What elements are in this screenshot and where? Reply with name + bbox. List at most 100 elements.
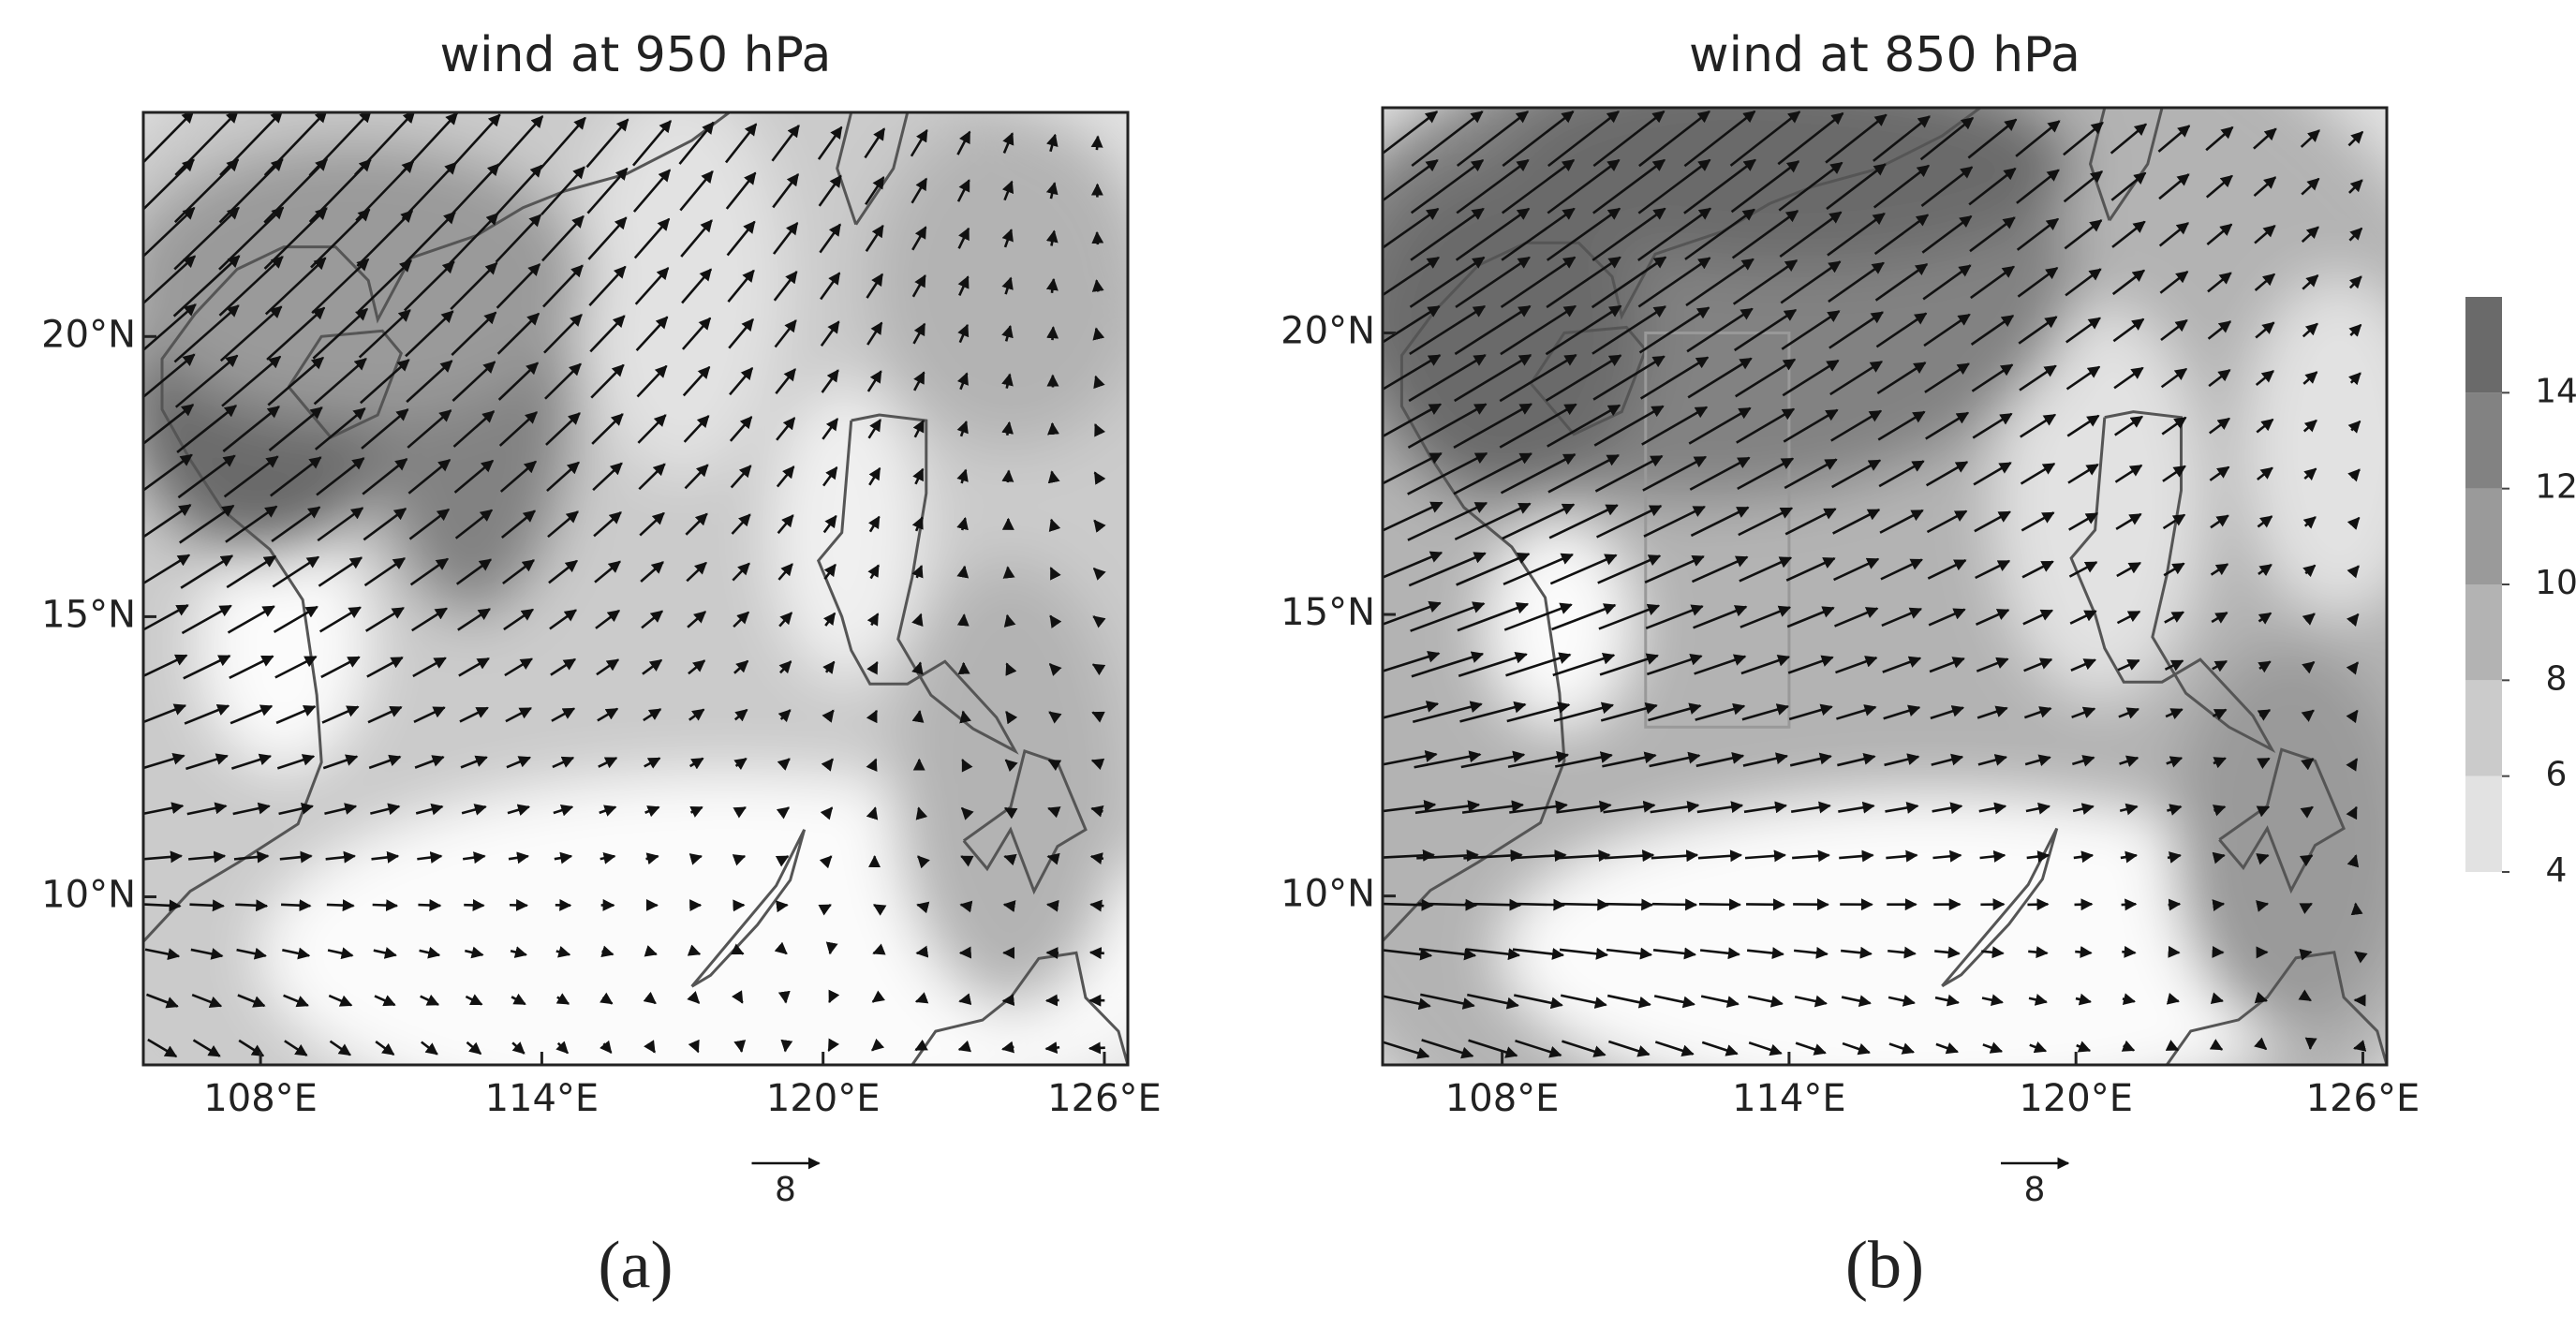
wind-arrow bbox=[1701, 1041, 1739, 1056]
wind-arrow bbox=[864, 127, 886, 159]
wind-arrow bbox=[143, 206, 196, 258]
wind-arrow bbox=[1093, 471, 1106, 485]
wind-arrow bbox=[586, 167, 629, 214]
wind-arrow bbox=[640, 561, 664, 583]
wind-arrow bbox=[686, 561, 707, 583]
wind-arrow bbox=[867, 515, 881, 533]
wind-arrow bbox=[1383, 451, 1443, 485]
wind-arrow bbox=[1091, 711, 1105, 723]
wind-arrow bbox=[1884, 753, 1920, 767]
wind-arrow bbox=[1739, 556, 1793, 583]
wind-arrow bbox=[498, 411, 539, 447]
wind-arrow bbox=[2069, 610, 2097, 625]
wind-arrow bbox=[1733, 308, 1798, 352]
wind-arrow bbox=[189, 899, 225, 912]
wind-arrow bbox=[225, 505, 278, 543]
wind-arrow bbox=[726, 220, 756, 257]
wind-arrow bbox=[1002, 900, 1016, 912]
wind-arrow bbox=[635, 316, 669, 352]
wind-arrow bbox=[270, 456, 322, 497]
map-title: wind at 850 hPa bbox=[1689, 27, 2080, 83]
wind-arrow bbox=[1746, 947, 1784, 960]
wind-arrow bbox=[2025, 802, 2051, 815]
wind-arrow bbox=[263, 112, 328, 177]
wind-arrow bbox=[1383, 750, 1438, 766]
wind-arrow bbox=[2071, 755, 2095, 767]
wind-arrow bbox=[1499, 353, 1577, 403]
wind-arrow bbox=[320, 656, 361, 679]
wind-arrow bbox=[1383, 501, 1443, 532]
wind-arrow bbox=[1383, 898, 1434, 911]
wind-arrow bbox=[2353, 1040, 2367, 1052]
wind-arrow bbox=[1934, 994, 1960, 1007]
wind-arrow bbox=[503, 608, 534, 631]
wind-arrow bbox=[415, 803, 444, 816]
wind-arrow bbox=[682, 365, 711, 397]
colorbar-segment bbox=[2465, 488, 2502, 584]
wind-arrow bbox=[318, 606, 362, 633]
wind-arrow bbox=[632, 169, 672, 213]
wind-arrow bbox=[1830, 409, 1883, 442]
wind-arrow bbox=[777, 709, 792, 723]
wind-arrow bbox=[727, 269, 755, 303]
wind-arrow bbox=[818, 174, 842, 207]
wind-arrow bbox=[1785, 557, 1836, 582]
coastline bbox=[910, 951, 1128, 1065]
wind-arrow bbox=[1048, 711, 1062, 724]
wind-arrow bbox=[553, 804, 574, 817]
wind-arrow bbox=[219, 112, 284, 176]
wind-arrow bbox=[1557, 849, 1611, 863]
wind-arrow bbox=[958, 993, 972, 1006]
wind-arrow bbox=[177, 454, 236, 499]
wind-arrow bbox=[1886, 849, 1918, 863]
wind-arrow bbox=[1093, 519, 1106, 533]
wind-arrow bbox=[1742, 752, 1789, 767]
wind-arrow bbox=[2302, 274, 2319, 290]
wind-arrow bbox=[455, 558, 493, 585]
wind-arrow bbox=[2164, 659, 2184, 672]
wind-arrow bbox=[1837, 753, 1876, 767]
wind-arrow bbox=[1641, 406, 1709, 446]
wind-arrow bbox=[504, 657, 533, 677]
wind-arrow bbox=[1973, 462, 2012, 486]
wind-arrow bbox=[2074, 898, 2094, 911]
wind-arrow bbox=[401, 161, 457, 220]
wind-arrow bbox=[2157, 125, 2191, 153]
x-tick-label: 126°E bbox=[1047, 1077, 1162, 1120]
wind-arrow bbox=[2303, 467, 2317, 481]
wind-arrow bbox=[1638, 306, 1710, 354]
wind-arrow bbox=[2021, 560, 2054, 579]
wind-arrow bbox=[494, 164, 543, 217]
wind-arrow bbox=[2168, 898, 2182, 911]
wind-arrow bbox=[1418, 948, 1477, 961]
wind-arrow bbox=[218, 206, 285, 271]
wind-arrow bbox=[1828, 311, 1884, 349]
wind-arrow bbox=[871, 1038, 885, 1052]
y-tick-label: 15°N bbox=[41, 593, 136, 636]
wind-arrow bbox=[729, 416, 753, 442]
wind-arrow bbox=[271, 506, 321, 542]
wind-arrow bbox=[2165, 708, 2184, 720]
wind-arrow bbox=[956, 372, 969, 391]
wind-arrow bbox=[2209, 465, 2230, 481]
wind-arrow bbox=[375, 1041, 395, 1056]
wind-arrow bbox=[449, 213, 499, 265]
wind-arrow bbox=[1591, 207, 1666, 261]
wind-arrow bbox=[188, 850, 227, 864]
wind-arrow bbox=[780, 1039, 793, 1053]
wind-arrow bbox=[2113, 366, 2144, 390]
wind-arrow bbox=[1638, 110, 1710, 168]
wind-arrow bbox=[729, 367, 754, 396]
wind-arrow bbox=[1927, 559, 1967, 580]
wind-arrow bbox=[2070, 658, 2096, 672]
wind-arrow bbox=[1500, 304, 1577, 356]
wind-arrow bbox=[600, 992, 614, 1005]
wind-arrow bbox=[1648, 702, 1702, 722]
wind-arrow bbox=[1598, 603, 1661, 630]
wind-arrow bbox=[276, 754, 316, 770]
wind-arrow bbox=[912, 322, 926, 345]
wind-arrow bbox=[732, 854, 747, 866]
wind-arrow bbox=[1088, 1041, 1105, 1055]
wind-arrow bbox=[1005, 662, 1017, 676]
wind-arrow bbox=[821, 758, 834, 772]
